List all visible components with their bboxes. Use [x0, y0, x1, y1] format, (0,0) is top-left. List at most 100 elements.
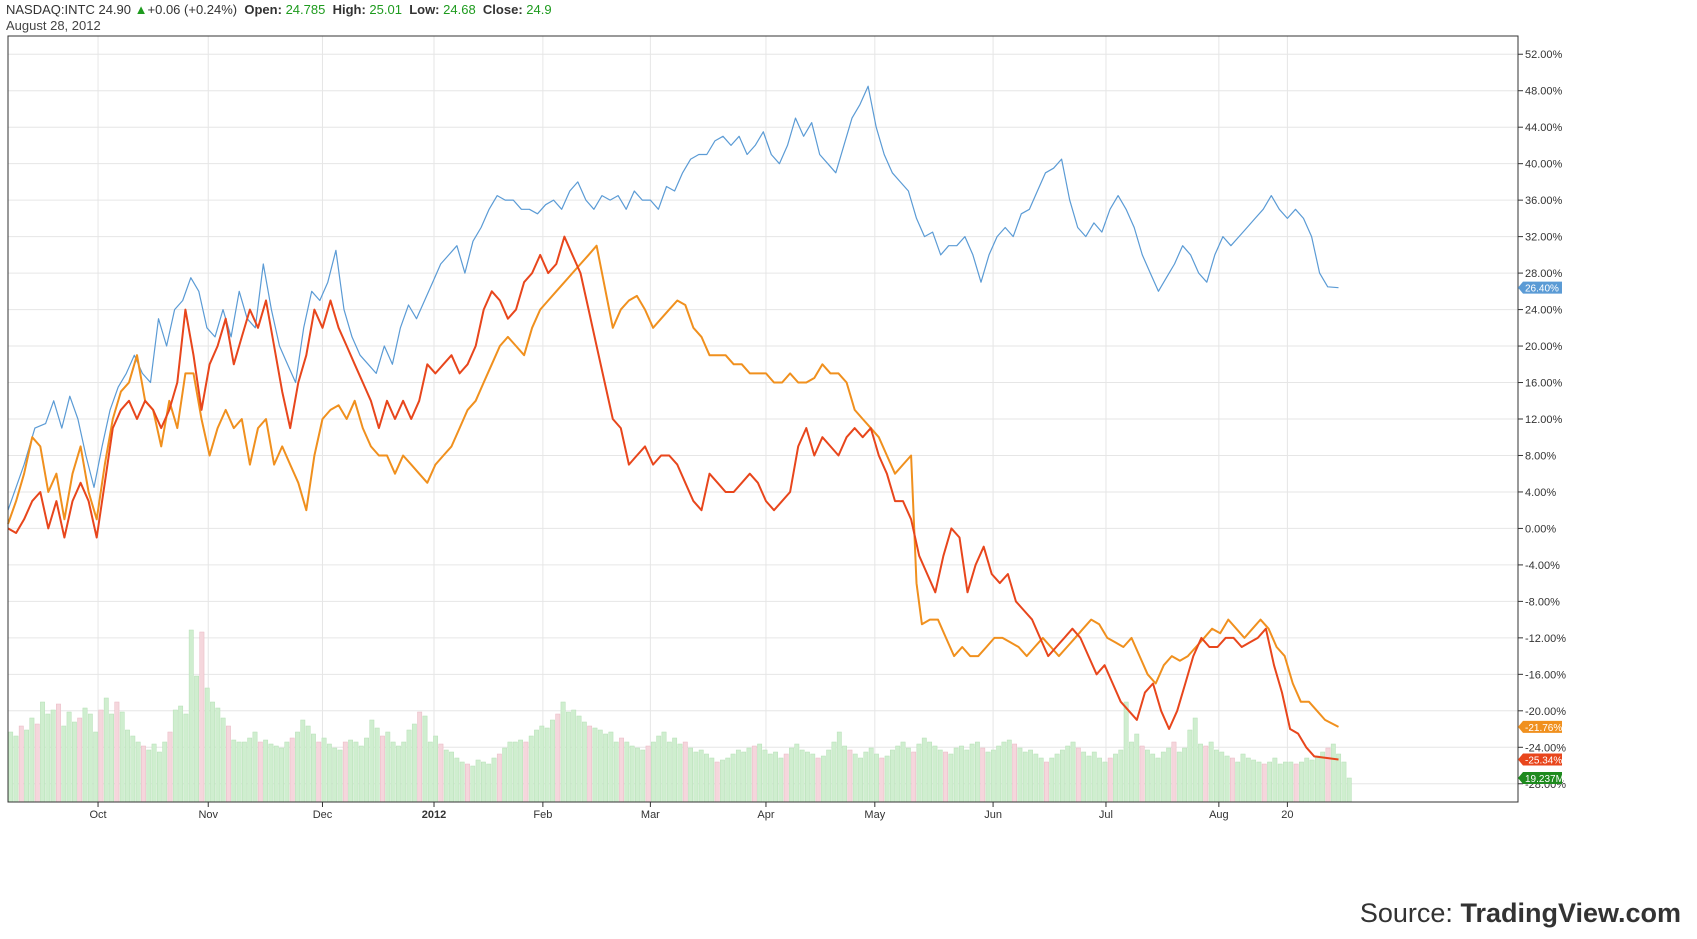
series-line: [7, 244, 1339, 728]
volume-bar: [215, 707, 221, 803]
volume-bar: [847, 749, 853, 803]
volume-bar: [810, 753, 816, 803]
series-line: [7, 235, 1339, 761]
volume-bar: [162, 741, 168, 803]
volume-bar: [863, 751, 869, 803]
volume-bar: [77, 717, 83, 803]
volume-bar: [316, 741, 322, 803]
volume-bar: [1091, 751, 1097, 803]
volume-bar: [1134, 733, 1140, 803]
y-tick-label: 48.00%: [1525, 86, 1563, 98]
volume-bar: [1288, 761, 1294, 803]
volume-bar: [1006, 739, 1012, 803]
x-tick-label: May: [864, 809, 885, 821]
high-label: High:: [332, 2, 366, 17]
y-tick-label: -8.00%: [1525, 596, 1560, 608]
volume-bar: [1118, 749, 1124, 803]
y-tick-label: 40.00%: [1525, 159, 1563, 171]
x-tick-label: 2012: [422, 809, 446, 821]
volume-bar: [512, 741, 518, 803]
volume-bar: [757, 743, 763, 803]
y-tick-label: 52.00%: [1525, 49, 1563, 61]
volume-bar: [1049, 757, 1055, 803]
volume-bar: [953, 747, 959, 803]
volume-bar: [587, 725, 593, 803]
volume-bar: [289, 737, 295, 803]
last-price: 24.90: [98, 2, 132, 17]
series-line: [7, 85, 1339, 511]
volume-bar: [263, 739, 269, 803]
volume-bar: [348, 739, 354, 803]
y-tick-label: 8.00%: [1525, 450, 1556, 462]
volume-bar: [364, 737, 369, 803]
volume-bar: [826, 749, 832, 803]
volume-bar: [831, 741, 837, 803]
quote-header: NASDAQ:INTC 24.90 ▲+0.06 (+0.24%) Open: …: [6, 2, 552, 18]
volume-bar: [1320, 751, 1326, 803]
volume-bar: [815, 757, 821, 803]
volume-bar: [1150, 753, 1156, 803]
volume-bar: [1224, 755, 1230, 803]
volume-bar: [491, 757, 497, 803]
volume-bar: [93, 731, 99, 803]
x-tick-label: Nov: [198, 809, 218, 821]
volume-bar: [1336, 753, 1342, 803]
volume-bar: [576, 715, 582, 803]
up-triangle-icon: ▲: [134, 2, 148, 17]
volume-bar: [635, 747, 640, 803]
volume-bar: [1022, 751, 1028, 803]
volume-bar: [656, 735, 662, 803]
volume-bar: [332, 747, 338, 803]
volume-bar: [125, 729, 130, 803]
volume-bar: [470, 765, 476, 803]
y-tick-label: 16.00%: [1525, 378, 1563, 390]
volume-bar: [1198, 743, 1203, 803]
x-tick-label: Jul: [1099, 809, 1113, 821]
price-lines: [7, 85, 1339, 761]
y-tick-label: 28.00%: [1525, 268, 1563, 280]
volume-bar: [486, 763, 492, 803]
y-tick-label: -4.00%: [1525, 560, 1560, 572]
x-axis: Oct Nov Dec 2012 Feb Mar Apr May Jun Jul Aug 20: [89, 802, 1294, 821]
volume-bar: [305, 725, 311, 803]
volume-bar: [1097, 757, 1102, 803]
x-tick-label: Jun: [984, 809, 1002, 821]
volume-bar: [438, 743, 444, 803]
source-credit[interactable]: Source: TradingView.com: [1360, 898, 1681, 929]
volume-bar: [1086, 755, 1092, 803]
volume-bar: [650, 741, 656, 803]
volume-bar: [411, 723, 417, 803]
volume-bar: [119, 711, 125, 803]
volume-bars: [8, 629, 1352, 803]
volume-bar: [1256, 761, 1262, 803]
volume-bar: [390, 741, 396, 803]
volume-bar: [167, 731, 173, 803]
volume-bar: [1214, 749, 1219, 803]
volume-bar: [539, 725, 545, 803]
volume-bar: [183, 713, 189, 803]
volume-bar: [268, 743, 274, 803]
price-change: +0.06 (+0.24%): [147, 2, 238, 17]
volume-bar: [422, 715, 428, 803]
volume-bar: [890, 749, 895, 803]
volume-bar: [194, 675, 199, 803]
volume-bar: [273, 745, 279, 803]
low-value: 24.68: [443, 2, 476, 17]
volume-bar: [709, 757, 715, 803]
volume-bar: [868, 747, 874, 803]
volume-bar: [720, 759, 725, 803]
volume-bar: [911, 751, 917, 803]
volume-bar: [1044, 761, 1049, 803]
volume-bar: [704, 753, 709, 803]
volume-bar: [1001, 741, 1007, 803]
volume-bar: [103, 697, 109, 803]
x-tick-label: 20: [1281, 809, 1293, 821]
volume-bar: [1309, 759, 1315, 803]
volume-bar: [311, 733, 316, 803]
volume-bar: [178, 705, 184, 803]
x-tick-label: Oct: [89, 809, 106, 821]
volume-bar: [1261, 763, 1267, 803]
close-value: 24.9: [526, 2, 552, 17]
volume-bar: [1192, 717, 1198, 803]
